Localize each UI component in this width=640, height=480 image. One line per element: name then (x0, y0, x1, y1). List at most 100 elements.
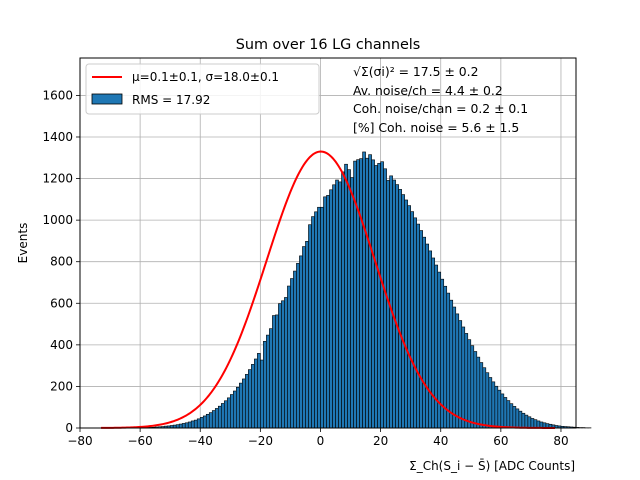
x-tick-label: 60 (493, 434, 508, 448)
legend-histogram-swatch (91, 93, 123, 105)
histogram-bar (329, 189, 333, 429)
x-tick-label: −60 (127, 434, 152, 448)
x-tick-label: 80 (553, 434, 568, 448)
histogram-bar (413, 217, 417, 429)
histogram-bar (491, 381, 496, 429)
y-tick-label: 1600 (42, 88, 73, 102)
histogram-bar (263, 341, 267, 429)
histogram-bar (410, 211, 414, 429)
histogram-bar (395, 184, 399, 429)
histogram-bar (233, 390, 237, 429)
histogram-bar (269, 328, 273, 429)
x-tick-label: −40 (188, 434, 213, 448)
histogram-bar (199, 417, 204, 429)
histogram-bar (518, 410, 523, 429)
x-axis-label: Σ_Ch(S_i − S̄) [ADC Counts] (409, 459, 575, 473)
histogram-bar (323, 196, 327, 429)
histogram-bar (193, 419, 198, 429)
y-tick-label: 800 (50, 255, 73, 269)
histogram-bar (287, 285, 291, 429)
histogram-bar (196, 418, 201, 429)
histogram-bar (239, 382, 243, 429)
legend-fit-label: μ=0.1±0.1, σ=18.0±0.1 (132, 70, 279, 84)
histogram-bar (290, 278, 294, 429)
histogram-bar (521, 412, 526, 429)
histogram-bar (205, 413, 210, 429)
histogram-bar (217, 405, 222, 429)
histogram-bar (389, 175, 393, 429)
plot-frame (79, 57, 577, 429)
histogram-bar (509, 403, 514, 429)
annotation-line-3: Coh. noise/chan = 0.2 ± 0.1 (353, 101, 528, 116)
histogram-bar (184, 422, 189, 429)
histogram-bar (479, 362, 484, 429)
histogram-bar (524, 414, 529, 429)
histogram-bar (434, 264, 439, 429)
histogram-bar (458, 320, 463, 429)
histogram-bar (242, 378, 246, 429)
histogram-bar (257, 353, 261, 429)
y-tick-label: 200 (50, 379, 73, 393)
histogram-bar (347, 169, 351, 429)
histogram-bar (254, 358, 258, 429)
histogram-bar (398, 189, 402, 429)
y-axis-label: Events (16, 223, 30, 264)
histogram-bar (431, 257, 436, 429)
histogram-bar (236, 386, 240, 429)
histogram-bar (341, 171, 345, 429)
histogram-bar (187, 421, 192, 429)
y-tick-label: 1400 (42, 130, 73, 144)
histogram-bar (251, 364, 255, 429)
histogram-bar (362, 151, 366, 429)
histogram-bar (488, 377, 493, 429)
histogram-bar (494, 385, 499, 429)
histogram-bar (181, 423, 186, 429)
histogram-bar (214, 408, 219, 429)
histogram-bar (503, 397, 508, 429)
histogram-bar (302, 246, 306, 429)
histogram-bar (190, 420, 195, 429)
histogram-bar (272, 315, 276, 429)
histogram-bar (467, 339, 472, 429)
histogram-bar (317, 206, 321, 429)
histogram-bar (497, 389, 502, 429)
histogram-bar (470, 345, 475, 429)
histogram-bar (359, 158, 363, 429)
legend-histogram-label: RMS = 17.92 (132, 93, 210, 107)
histogram-bar (422, 236, 426, 429)
histogram-bar (455, 313, 460, 429)
histogram-bar (485, 372, 490, 429)
histogram-bar (392, 179, 396, 429)
histogram-bar (419, 230, 423, 429)
annotation-line-4: [%] Coh. noise = 5.6 ± 1.5 (353, 120, 519, 135)
histogram-bar (380, 161, 384, 429)
histogram-bar (226, 397, 231, 429)
histogram-bar (527, 416, 532, 429)
histogram-bar (296, 263, 300, 429)
y-tick-label: 0 (65, 421, 73, 435)
histogram-bar (320, 206, 324, 429)
gaussian-fit-curve (101, 150, 555, 429)
histogram-bar (506, 400, 511, 429)
histogram-bar (452, 306, 457, 429)
histogram-bar (365, 157, 369, 429)
histogram-bar (211, 410, 216, 429)
annotation-line-2: Av. noise/ch = 4.4 ± 0.2 (353, 83, 503, 98)
histogram-bar (314, 211, 318, 429)
histogram-bar (248, 369, 252, 429)
histogram-bar (202, 415, 207, 429)
histogram-bar (461, 326, 466, 429)
histogram-bar (326, 195, 330, 429)
histogram-bar (178, 423, 183, 429)
histogram-bar (404, 199, 408, 429)
histogram-bar (350, 177, 354, 429)
chart-title: Sum over 16 LG channels (236, 37, 421, 53)
histogram-bar (293, 270, 297, 429)
histogram-bar (335, 179, 339, 429)
histogram-bar (407, 205, 411, 429)
histogram-bar (368, 154, 372, 429)
histogram-bar (338, 181, 342, 429)
x-axis-ticks: −80 −60 −40 −20 0 20 40 60 80 (67, 428, 569, 448)
histogram-bar (305, 241, 309, 429)
